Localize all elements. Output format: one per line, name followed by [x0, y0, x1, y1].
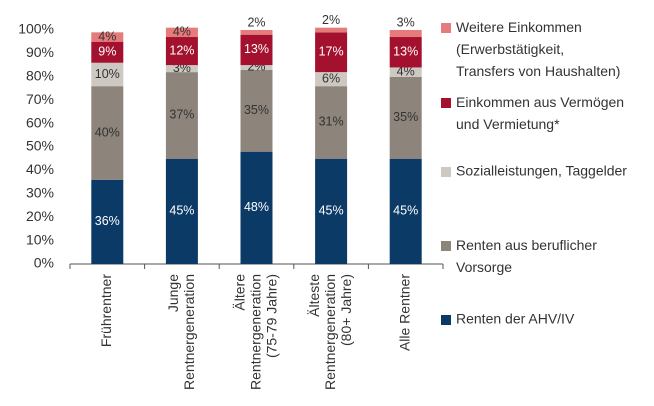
bar-segment: [165, 27, 198, 38]
bar-segment: [240, 30, 273, 35]
bar-segment: [165, 158, 198, 264]
bar-segment: [389, 158, 422, 264]
legend-label: Renten der AHV/IV: [456, 311, 575, 327]
bar-segment: [315, 86, 348, 159]
bar-segment: [165, 37, 198, 66]
bar-segment: [315, 27, 348, 33]
legend-label: Weitere Einkommen (Erwerbstätigkeit, Trans…: [456, 19, 620, 79]
data-label: 17%: [319, 45, 344, 59]
legend-label: Einkommen aus Vermögen und Vermietung*: [456, 94, 624, 132]
y-tick-label: 90%: [26, 44, 54, 60]
legend-label: Sozialleistungen, Taggelder: [456, 163, 627, 179]
legend-swatch: [441, 23, 451, 33]
bar-segment: [240, 34, 273, 66]
data-label: 10%: [95, 67, 120, 81]
data-label: 9%: [98, 45, 116, 59]
bar-segment: [91, 62, 124, 87]
bar-segment: [240, 65, 273, 70]
bar-segment: [389, 67, 422, 77]
data-label: 45%: [393, 204, 418, 218]
y-tick-label: 60%: [26, 114, 54, 130]
data-label: 40%: [95, 125, 120, 139]
y-tick-label: 80%: [26, 68, 54, 84]
data-label: 6%: [322, 71, 340, 85]
x-tick-label: Alle Rentner: [396, 274, 412, 351]
data-label: 2%: [247, 15, 265, 29]
bar-segment: [165, 65, 198, 73]
bar-segment: [91, 32, 124, 42]
bar-segment: [315, 158, 348, 264]
legend-swatch: [441, 98, 451, 108]
y-tick-label: 70%: [26, 91, 54, 107]
bar-segment: [389, 30, 422, 38]
x-tick-label: ÄltereRentnergeneration(75-79 Jahre): [231, 274, 279, 390]
bar-segment: [389, 76, 422, 159]
y-tick-label: 50%: [26, 138, 54, 154]
y-tick-label: 0%: [34, 255, 54, 271]
data-label: 2%: [322, 13, 340, 27]
y-tick-label: 20%: [26, 208, 54, 224]
legend-swatch: [441, 315, 451, 325]
bar-segment: [240, 69, 273, 152]
x-tick-label: ÄltesteRentnergeneration(80+ Jahre): [306, 274, 354, 390]
y-tick-label: 10%: [26, 231, 54, 247]
x-tick-label: JungeRentnergeneration: [165, 274, 197, 390]
legend-label: Renten aus beruflicher Vorsorge: [456, 237, 597, 275]
bar-segment: [91, 41, 124, 63]
data-label: 45%: [319, 204, 344, 218]
x-tick-label: Frührentner: [98, 274, 114, 347]
data-label: 45%: [169, 204, 194, 218]
y-tick-label: 30%: [26, 185, 54, 201]
bar-segment: [315, 72, 348, 87]
data-label: 35%: [393, 110, 418, 124]
bar-segment: [389, 37, 422, 68]
data-label: 35%: [244, 103, 269, 117]
data-label: 3%: [397, 15, 415, 29]
bar-segment: [91, 86, 124, 180]
data-label: 4%: [397, 64, 415, 78]
data-label: 31%: [319, 115, 344, 129]
legend-swatch: [441, 241, 451, 251]
data-label: 13%: [244, 42, 269, 56]
legend-swatch: [441, 167, 451, 177]
bar-segment: [91, 179, 124, 264]
data-label: 48%: [244, 200, 269, 214]
y-tick-label: 40%: [26, 161, 54, 177]
data-label: 4%: [98, 29, 116, 43]
data-label: 4%: [173, 25, 191, 39]
y-tick-label: 100%: [18, 21, 54, 37]
bar-segment: [165, 72, 198, 159]
data-label: 37%: [169, 108, 194, 122]
data-label: 13%: [393, 45, 418, 59]
bar-segment: [240, 151, 273, 264]
data-label: 36%: [95, 214, 120, 228]
data-label: 12%: [169, 43, 194, 57]
bar-segment: [315, 32, 348, 73]
